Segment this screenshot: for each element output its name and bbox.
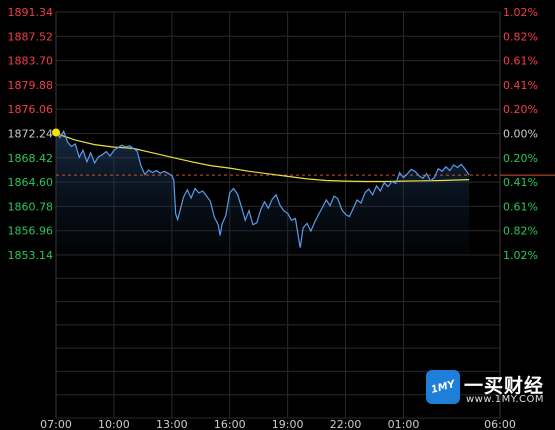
y-tick-label-right: 0.20% [503,103,538,116]
y-tick-label-left: 1872.24 [8,128,54,141]
y-tick-label-left: 1860.78 [8,200,54,213]
y-tick-label-left: 1868.42 [8,152,54,165]
average-price-line [55,132,470,183]
y-axis-right: 1.02% 0.82% 0.61% 0.41% 0.20% 0.00% 0.20% 0.41%… [503,6,538,262]
y-tick-label-right: 0.00% [503,128,538,141]
logo-name: 一买财经 [464,375,545,397]
y-tick-label-right: 0.20% [503,152,538,165]
y-tick-label-right: 0.82% [503,30,538,43]
y-tick-label-right: 1.02% [503,249,538,262]
x-tick-label: 22:00 [330,418,362,430]
logo-badge-icon: 1MY [426,370,460,404]
x-tick-label: 19:00 [272,418,304,430]
y-tick-label-left: 1891.34 [8,6,54,19]
start-point-marker [52,128,60,137]
chart-lines [52,128,555,248]
y-tick-label-left: 1853.14 [8,249,54,262]
y-axis-left: 1891.34 1887.52 1883.70 1879.88 1876.06 1872.… [8,6,54,262]
y-tick-label-right: 0.61% [503,200,538,213]
y-tick-label-left: 1887.52 [8,30,54,43]
y-tick-label-right: 1.02% [503,6,538,19]
y-tick-label-right: 0.82% [503,225,538,238]
site-logo: 1MY 一买财经 www.1MY.COM [426,370,546,410]
y-tick-label-left: 1864.60 [8,176,54,189]
y-tick-label-right: 0.61% [503,55,538,68]
y-tick-label-left: 1856.96 [8,225,54,238]
price-area [56,131,470,255]
x-axis: 07:00 10:00 13:00 16:00 19:00 22:00 01:00 06:00 [40,418,516,430]
x-tick-label: 10:00 [98,418,130,430]
price-line [55,129,470,248]
y-tick-label-left: 1876.06 [8,103,54,116]
logo-domain: www.1MY.COM [466,394,545,405]
price-area-fill [56,131,470,255]
y-tick-label-left: 1883.70 [8,55,54,68]
x-tick-label: 13:00 [156,418,188,430]
x-tick-label: 16:00 [214,418,246,430]
x-tick-label: 07:00 [40,418,72,430]
x-tick-label: 01:00 [388,418,420,430]
y-tick-label-right: 0.41% [503,79,538,92]
x-tick-label: 06:00 [484,418,516,430]
y-tick-label-right: 0.41% [503,176,538,189]
y-tick-label-left: 1879.88 [8,79,54,92]
